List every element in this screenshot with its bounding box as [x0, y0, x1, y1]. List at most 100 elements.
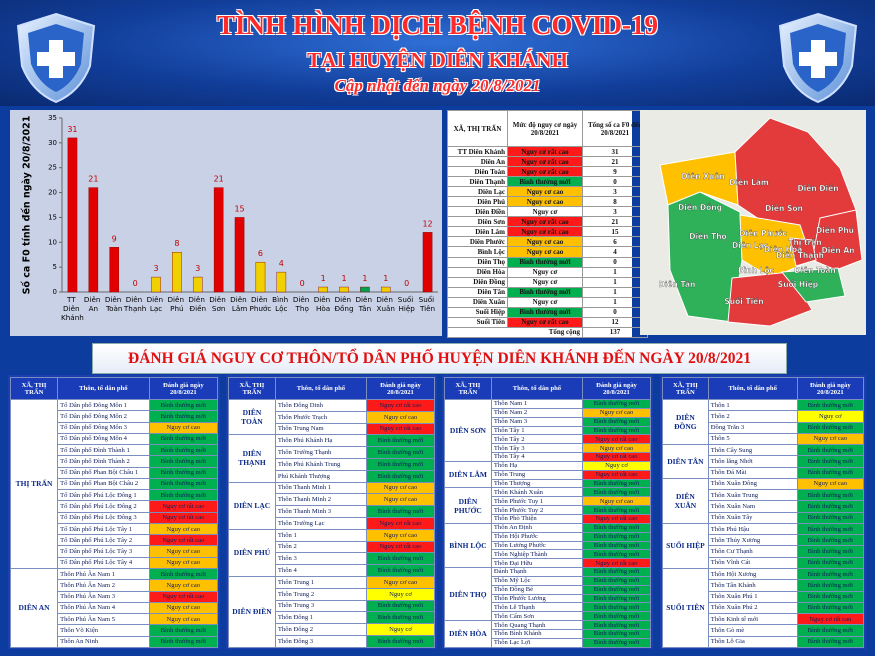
risk-level: Bình thường mới: [365, 505, 436, 518]
village-row: DIÊN ĐỒNG Thôn 1 Bình thường mới: [662, 398, 865, 446]
risk-level: Nguy cơ: [365, 623, 436, 636]
risk-level: Nguy cơ cao: [148, 556, 219, 569]
village-row: Thôn Xuân Trung Bình thường mới: [663, 489, 865, 502]
village-name: Thôn Trung 2: [274, 587, 367, 601]
risk-level: Bình thường mới: [581, 628, 652, 639]
village-name: Thôn 4: [274, 564, 367, 577]
commune-name: Diên An: [447, 156, 508, 168]
case-count: 8: [582, 196, 648, 208]
village-name: Tổ Dân phố Phan Bội Châu 2: [57, 477, 150, 491]
commune-name: Diên Tân: [447, 286, 508, 298]
commune-name: Diên Toàn: [447, 166, 508, 178]
village-name: Thôn Phú Hậu: [707, 522, 798, 536]
village-name: Thôn Hội Phước: [490, 531, 583, 542]
data-label: 1: [341, 274, 346, 283]
map-label: Diên An: [822, 246, 855, 255]
village-name: Tổ Dân phố Đông Môn 1: [57, 398, 150, 412]
commune-name: DIÊN THẠNH: [228, 434, 276, 483]
village-name: Đảnh Thạnh: [490, 567, 583, 577]
village-name: Thôn Trung: [490, 469, 583, 480]
summary-row: Diên Thọ Bình thường mới 0: [447, 256, 648, 268]
column-header: Thôn, tổ dân phố: [490, 377, 583, 400]
x-tick-label-line: Lâm: [232, 304, 247, 313]
risk-level: Bình thường mới: [148, 567, 219, 581]
case-count: 0: [582, 176, 648, 188]
village-row: Thôn Đông 3 Bình thường mới: [229, 634, 436, 648]
risk-level: Bình thường mới: [796, 511, 865, 524]
village-name: Thôn Phước Trạch: [274, 410, 367, 424]
commune-name: Diên Lâm: [447, 226, 508, 238]
village-row: Thôn Trung 3 Bình thường mới: [229, 599, 436, 613]
village-name: Thôn Thanh Minh 3: [274, 505, 367, 518]
village-name: Tổ Dân phố Phú Lộc Đông 2: [57, 500, 150, 513]
risk-level: Nguy cơ rất cao: [507, 216, 583, 228]
village-name: Thôn Đông Dinh: [274, 399, 367, 412]
x-tick-label-line: Điền: [190, 304, 207, 313]
data-label: 3: [195, 264, 200, 273]
data-label: 0: [404, 279, 409, 288]
village-name: Tổ Dân phố Đông Môn 3: [57, 421, 150, 434]
map-label: Diên Toàn: [794, 266, 836, 275]
header: TÌNH HÌNH DỊCH BỆNH COVID-19 TẠI HUYỆN D…: [0, 0, 875, 106]
risk-level: Nguy cơ cao: [148, 522, 219, 536]
data-label: 9: [112, 234, 117, 243]
village-name: Thôn Tây 1: [490, 425, 583, 436]
risk-level: Bình thường mới: [581, 637, 652, 648]
village-name: Tổ Dân phố Phan Bội Châu 1: [57, 466, 150, 479]
x-tick-label-line: An: [89, 304, 98, 313]
map-label: Thị trấn: [788, 238, 821, 247]
village-name: Thôn 1: [707, 398, 798, 412]
village-row: Tổ Dân phố Phú Lộc Đông 3 Nguy cơ rất cao: [11, 511, 219, 524]
map-label: Diên Xuân: [681, 172, 724, 181]
risk-level: Bình thường mới: [365, 611, 436, 625]
x-tick-label-line: Toàn: [105, 304, 123, 313]
commune-name: Diên Điền: [447, 206, 508, 218]
column-header: Tổng số ca F0 đến 20/8/2021: [582, 110, 648, 147]
x-tick-label-line: Khánh: [61, 313, 84, 322]
header-row: XÃ, THỊ TRẤN Thôn, tổ dân phố Đánh giá ngà…: [444, 377, 652, 400]
commune-name: DIÊN XUÂN: [662, 477, 709, 524]
village-row: THỊ TRẤN Tổ Dân phố Đông Môn 1 Bình thường…: [9, 398, 219, 569]
risk-level: Nguy cơ: [365, 587, 436, 601]
risk-level: Nguy cơ cao: [581, 496, 652, 507]
risk-level: Bình thường mới: [796, 556, 865, 569]
risk-level: Nguy cơ rất cao: [581, 469, 652, 480]
summary-row: Diên Tân Bình thường mới 1: [447, 286, 648, 298]
risk-level: Bình thường mới: [148, 432, 219, 446]
risk-level: Nguy cơ rất cao: [365, 516, 436, 530]
village-name: Thôn Phú Ân Nam 5: [57, 613, 150, 626]
commune-name: DIÊN TÂN: [662, 444, 709, 479]
risk-level: Bình thường mới: [507, 256, 583, 268]
data-label: 12: [422, 219, 432, 228]
map-label: Diên Thạnh: [776, 251, 824, 260]
commune-name: DIÊN TOÀN: [228, 398, 276, 436]
case-count: 6: [582, 236, 648, 248]
x-tick-label: Diên Thọ: [293, 295, 312, 313]
risk-level: Bình thường mới: [581, 522, 652, 533]
risk-level: Nguy cơ cao: [148, 421, 219, 434]
village-name: Thôn Nam 3: [490, 416, 583, 427]
village-name: Thôn Phú Ân Nam 4: [57, 601, 150, 615]
map-label: Diên Đồng: [678, 203, 722, 212]
column-header: Thôn, tổ dân phố: [707, 377, 798, 400]
column-header: Mức độ nguy cơ ngày 20/8/2021: [507, 110, 583, 147]
village-name: Thôn Phước Tuy 1: [490, 496, 583, 507]
x-tick-label-line: Diên: [105, 295, 124, 304]
bar: [151, 276, 161, 293]
village-row: Thôn Trường Thạnh Bình thường mới: [229, 446, 436, 459]
case-count: 31: [582, 145, 648, 158]
risk-level: Nguy cơ rất cao: [365, 399, 436, 412]
risk-level: Nguy cơ rất cao: [581, 434, 652, 445]
risk-level: Bình thường mới: [507, 286, 583, 298]
header-row: XÃ, THỊ TRẤN Thôn, tổ dân phố Đánh giá ngà…: [228, 377, 436, 400]
y-tick-label: 25: [48, 164, 57, 172]
village-grid: XÃ, THỊ TRẤN Thôn, tổ dân phố Đánh giá ngà…: [228, 377, 436, 648]
risk-level: Bình thường mới: [148, 444, 219, 457]
village-name: Thôn Lễ Thạnh: [490, 602, 583, 613]
data-label: 1: [383, 274, 388, 283]
column-header: Thôn, tổ dân phố: [274, 377, 367, 400]
commune-name: DIÊN LÂM: [444, 460, 492, 489]
column-header: XÃ, THỊ TRẤN: [662, 377, 709, 400]
risk-level: Nguy cơ rất cao: [365, 540, 436, 554]
total-row: Tổng cộng 137: [447, 326, 648, 339]
